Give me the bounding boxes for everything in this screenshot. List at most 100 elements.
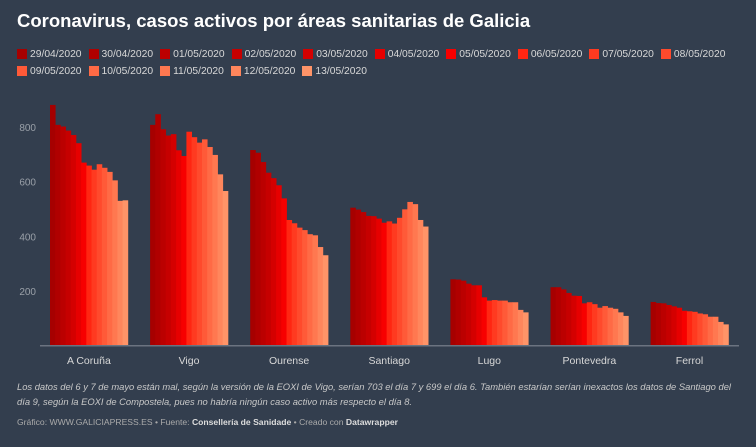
bar[interactable]: [417, 219, 424, 346]
bar[interactable]: [591, 304, 598, 346]
bar[interactable]: [91, 169, 98, 346]
bar[interactable]: [666, 304, 672, 346]
bar[interactable]: [212, 154, 218, 346]
bar[interactable]: [455, 279, 462, 346]
bar[interactable]: [191, 137, 198, 346]
bar[interactable]: [486, 300, 493, 346]
bar[interactable]: [365, 215, 372, 346]
bar[interactable]: [376, 218, 382, 346]
bar[interactable]: [612, 308, 619, 346]
footer-source[interactable]: Consellería de Sanidade: [191, 417, 292, 427]
bar[interactable]: [302, 230, 308, 346]
bar[interactable]: [355, 209, 362, 346]
bar[interactable]: [122, 200, 129, 346]
bar[interactable]: [155, 114, 161, 346]
bar[interactable]: [465, 283, 472, 346]
bar[interactable]: [260, 162, 267, 346]
bar[interactable]: [602, 306, 608, 346]
bar[interactable]: [460, 280, 467, 346]
bar[interactable]: [296, 227, 303, 346]
bar[interactable]: [281, 198, 287, 346]
bar[interactable]: [186, 131, 192, 346]
bar[interactable]: [270, 178, 277, 346]
bar[interactable]: [222, 191, 229, 346]
bar[interactable]: [250, 150, 256, 346]
bar[interactable]: [491, 300, 498, 346]
bar[interactable]: [712, 316, 719, 346]
bar[interactable]: [422, 226, 429, 346]
bar[interactable]: [407, 201, 413, 346]
bar[interactable]: [412, 204, 419, 346]
bar[interactable]: [96, 164, 103, 346]
bar[interactable]: [312, 235, 319, 346]
bar[interactable]: [286, 219, 293, 346]
bar[interactable]: [697, 313, 703, 346]
bar[interactable]: [507, 302, 514, 346]
bar[interactable]: [676, 307, 683, 346]
bar[interactable]: [402, 209, 408, 346]
bar[interactable]: [723, 324, 729, 346]
bar[interactable]: [307, 234, 313, 346]
bar[interactable]: [207, 147, 213, 346]
bar[interactable]: [70, 134, 77, 346]
bar[interactable]: [165, 135, 172, 346]
bar[interactable]: [702, 314, 709, 346]
bar[interactable]: [586, 302, 593, 346]
bar[interactable]: [371, 216, 377, 346]
bar[interactable]: [512, 302, 519, 346]
bar[interactable]: [322, 255, 329, 346]
bar[interactable]: [160, 129, 167, 346]
bar[interactable]: [655, 303, 662, 346]
bar[interactable]: [181, 156, 187, 346]
bar[interactable]: [571, 295, 577, 346]
bar[interactable]: [607, 307, 614, 346]
bar[interactable]: [112, 180, 118, 346]
bar[interactable]: [707, 316, 714, 346]
footer-tool[interactable]: Datawrapper: [345, 417, 398, 427]
bar[interactable]: [350, 207, 356, 346]
bar[interactable]: [196, 142, 203, 346]
bar[interactable]: [50, 104, 56, 346]
bar[interactable]: [60, 126, 66, 346]
bar[interactable]: [617, 312, 624, 346]
bar[interactable]: [597, 307, 603, 346]
bar[interactable]: [450, 279, 456, 346]
bar[interactable]: [497, 300, 503, 346]
bar[interactable]: [686, 311, 693, 346]
bar[interactable]: [396, 217, 403, 346]
bar[interactable]: [55, 124, 61, 346]
bar[interactable]: [391, 223, 398, 346]
bar[interactable]: [555, 287, 562, 346]
bar[interactable]: [718, 321, 724, 346]
bar[interactable]: [476, 285, 482, 346]
bar[interactable]: [660, 303, 667, 346]
bar[interactable]: [75, 143, 82, 346]
bar[interactable]: [81, 162, 87, 346]
bar[interactable]: [217, 174, 224, 346]
bar[interactable]: [566, 292, 572, 346]
bar[interactable]: [517, 309, 524, 346]
bar[interactable]: [117, 200, 124, 346]
bar[interactable]: [65, 130, 72, 346]
bar[interactable]: [360, 212, 367, 346]
bar[interactable]: [276, 185, 282, 346]
bar[interactable]: [265, 172, 272, 346]
bar[interactable]: [523, 312, 529, 346]
bar[interactable]: [381, 222, 388, 346]
bar[interactable]: [291, 223, 298, 346]
bar[interactable]: [317, 247, 324, 346]
bar[interactable]: [386, 221, 393, 346]
bar[interactable]: [150, 124, 156, 346]
bar[interactable]: [692, 311, 698, 346]
bar[interactable]: [576, 295, 583, 346]
bar[interactable]: [176, 150, 182, 346]
bar[interactable]: [255, 152, 261, 346]
bar[interactable]: [170, 134, 177, 346]
bar[interactable]: [650, 301, 657, 346]
bar[interactable]: [101, 167, 108, 346]
bar[interactable]: [681, 310, 688, 346]
bar[interactable]: [86, 165, 92, 346]
bar[interactable]: [550, 287, 557, 346]
bar[interactable]: [201, 139, 208, 346]
bar[interactable]: [560, 289, 567, 346]
